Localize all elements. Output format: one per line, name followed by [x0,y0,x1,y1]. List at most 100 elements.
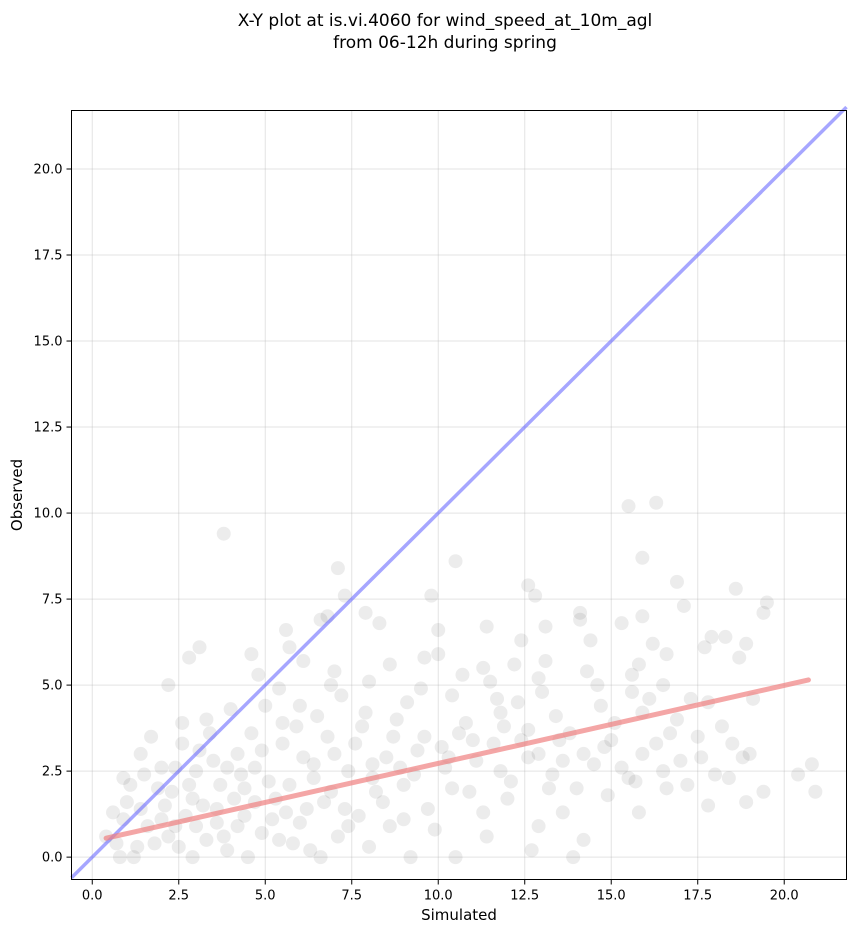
data-point [538,619,553,634]
data-point [521,722,536,737]
data-point [424,588,439,603]
data-point [355,719,370,734]
data-point [586,757,601,772]
data-point [659,781,674,796]
data-point [126,850,141,865]
data-point [330,561,345,576]
data-point [573,612,588,627]
data-point [649,736,664,751]
data-point [313,612,328,627]
data-point [382,657,397,672]
data-point [296,654,311,669]
data-point [368,784,383,799]
data-point [137,767,152,782]
data-point [323,678,338,693]
data-point [576,746,591,761]
data-point [524,843,539,858]
data-point [507,657,522,672]
data-point [310,709,325,724]
data-point [251,667,266,682]
data-point [175,736,190,751]
data-point [500,791,515,806]
x-tick-label: 2.5 [168,889,189,904]
data-point [144,729,159,744]
data-point [631,657,646,672]
data-point [348,736,363,751]
data-point [220,760,235,775]
chart-title-line-1: X-Y plot at is.vi.4060 for wind_speed_at… [238,11,653,31]
data-point [649,495,664,510]
data-point [341,819,356,834]
data-point [275,715,290,730]
data-point [292,698,307,713]
data-point [452,726,466,741]
data-point [119,795,134,810]
data-point [697,640,712,655]
y-tick-label: 0.0 [42,851,63,866]
data-point [417,729,432,744]
data-point [216,526,231,541]
data-point [590,678,605,693]
data-point [569,781,584,796]
data-point [593,698,608,713]
data-point [362,674,377,689]
data-point [718,629,733,644]
data-point [327,664,342,679]
data-point [306,770,321,785]
data-point [496,719,511,734]
data-point [230,819,245,834]
data-point [199,832,214,847]
data-point [597,740,612,755]
data-point [130,839,145,854]
data-point [358,705,373,720]
data-point [209,815,224,830]
data-point [503,774,518,789]
data-point [272,681,287,696]
data-point [714,719,729,734]
data-point [663,726,678,741]
data-point [445,688,460,703]
data-point [351,808,366,823]
x-tick-label: 20.0 [770,889,799,904]
data-point [756,605,771,620]
data-point [476,660,491,675]
data-point [490,691,505,706]
data-point [292,815,307,830]
data-point [538,654,553,669]
data-point [735,750,750,765]
data-point [161,678,176,693]
data-point [434,740,449,755]
chart-title-line-2: from 06-12h during spring [333,33,557,53]
data-point [694,750,709,765]
data-point [756,784,771,799]
data-point [535,684,550,699]
data-point [220,843,235,858]
data-point [448,554,463,569]
data-point [614,616,629,631]
x-tick-label: 0.0 [82,889,103,904]
y-axis-ticks: 0.0 2.5 5.0 7.5 10.0 12.5 15.0 17.5 20.0 [34,162,72,866]
data-point [721,770,736,785]
data-point [362,839,377,854]
data-point [279,805,294,820]
data-point [109,836,124,851]
data-point [330,829,345,844]
data-point [642,691,657,706]
x-axis-label: Simulated [421,906,497,924]
data-point [237,781,252,796]
data-point [458,715,473,730]
data-point [624,684,639,699]
data-point [161,829,176,844]
data-point [486,736,501,751]
data-point [223,702,238,717]
data-point [669,712,684,727]
data-point [382,819,397,834]
data-point [112,850,127,865]
data-point [673,753,688,768]
data-point [372,616,387,631]
data-point [306,757,321,772]
data-point [576,832,591,847]
data-point [531,671,546,686]
data-point [555,805,570,820]
data-point [541,781,556,796]
